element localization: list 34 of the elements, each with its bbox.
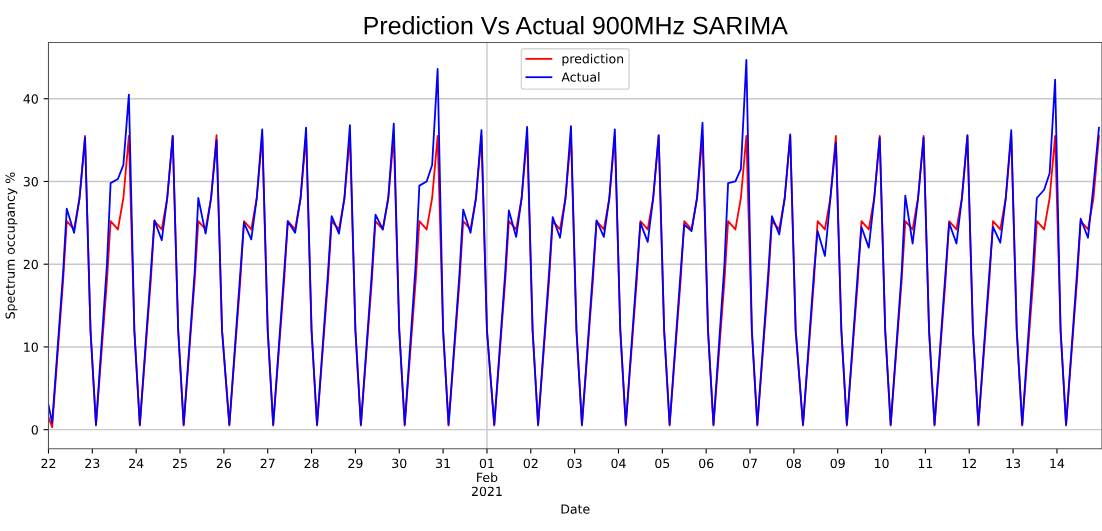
x-tick-label: 30 xyxy=(392,458,407,469)
x-tick-label: 22 xyxy=(41,458,56,468)
x-tick-label: 31 xyxy=(436,458,450,469)
x-tick-label: 06 xyxy=(699,458,714,469)
y-tick-label: 0 xyxy=(31,425,38,435)
x-tick-label: 29 xyxy=(348,458,363,469)
chart-title: Prediction Vs Actual 900MHz SARIMA xyxy=(364,16,788,35)
x-tick-label: 08 xyxy=(786,458,801,469)
y-tick-label: 40 xyxy=(23,94,38,104)
x-tick-label: 26 xyxy=(216,458,232,469)
x-tick-label: 23 xyxy=(85,458,100,469)
x-tick-label: 28 xyxy=(304,458,319,469)
x-tick-label: 07 xyxy=(742,458,757,469)
legend-label: prediction xyxy=(562,53,624,66)
x-tick-label: 04 xyxy=(611,458,626,469)
y-tick-label: 30 xyxy=(23,176,38,187)
y-axis-title: Spectrum occupancy % xyxy=(5,172,18,319)
x-tick-label: 14 xyxy=(1050,458,1065,468)
x-tick-label: 25 xyxy=(172,458,187,469)
x-tick-label: 24 xyxy=(129,458,144,468)
x-tick-label: 03 xyxy=(567,458,582,469)
x-tick-label: 01 Feb 2021 xyxy=(471,458,502,497)
x-tick-label: 02 xyxy=(523,458,538,469)
x-tick-label: 09 xyxy=(830,458,845,469)
legend-label: Actual xyxy=(561,72,600,82)
y-tick-label: 10 xyxy=(24,342,38,352)
x-tick-label: 12 xyxy=(962,458,976,468)
x-tick-label: 11 xyxy=(918,458,933,468)
x-axis-title: Date xyxy=(561,504,590,514)
x-tick-label: 27 xyxy=(260,458,275,468)
x-tick-label: 05 xyxy=(655,458,670,469)
x-tick-label: 13 xyxy=(1006,458,1021,469)
x-tick-label: 10 xyxy=(874,458,889,469)
y-tick-label: 20 xyxy=(23,259,38,270)
